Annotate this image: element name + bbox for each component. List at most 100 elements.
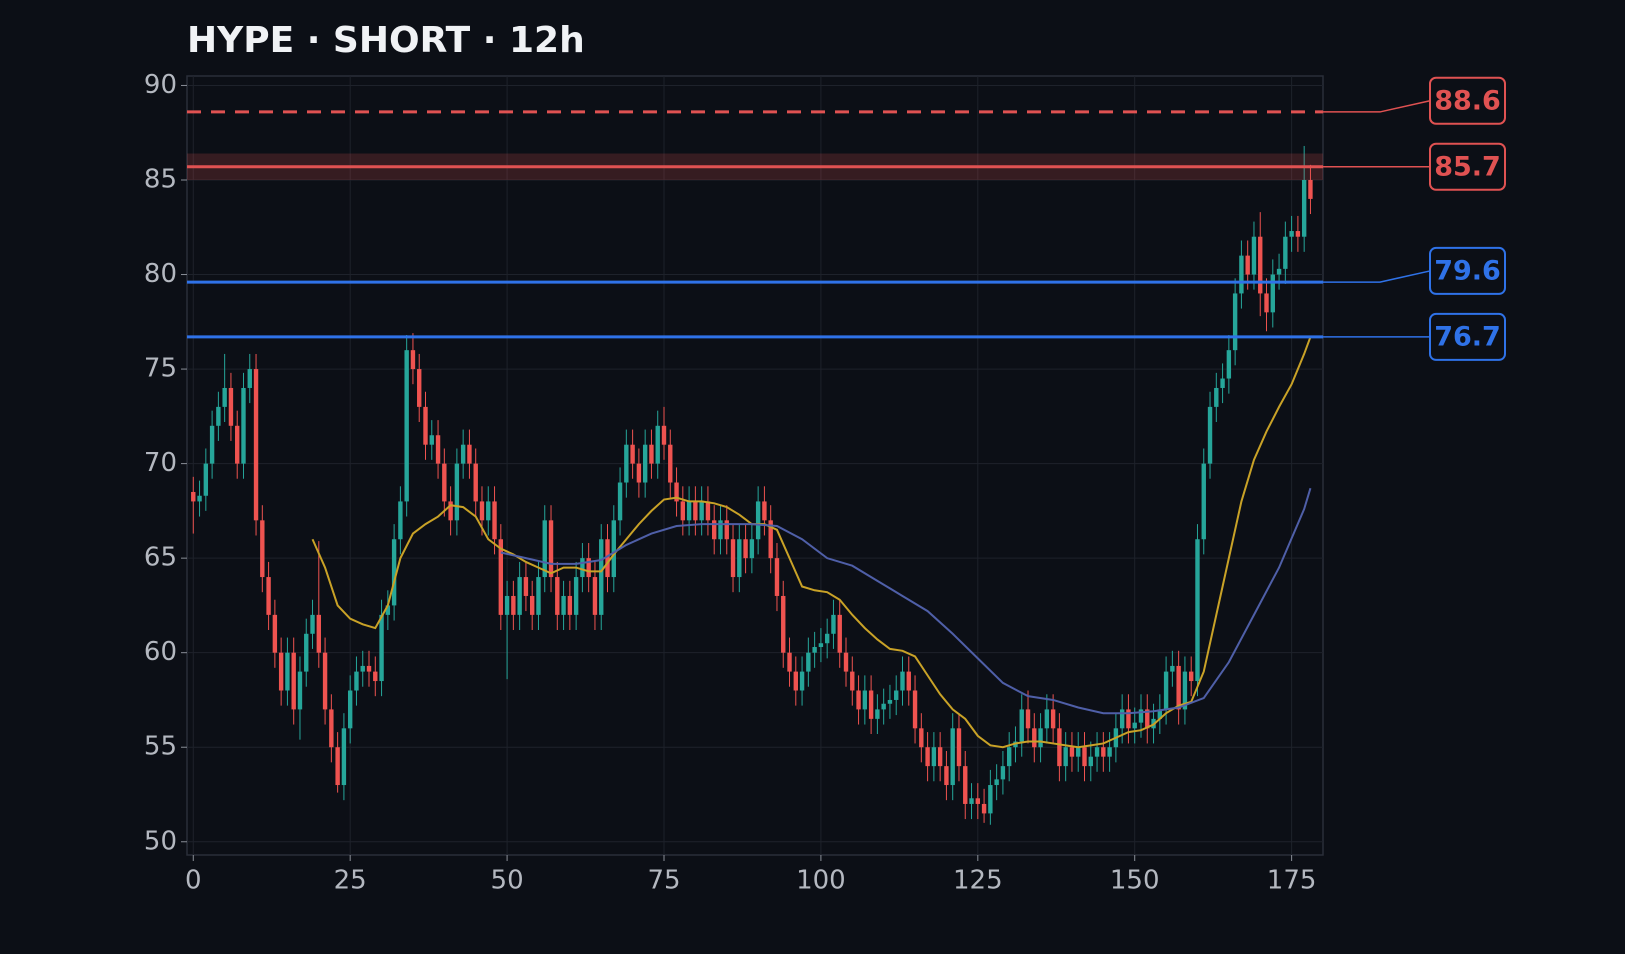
moving-average-line [500,487,1312,715]
candle-body [241,387,246,464]
candle-body [624,444,629,483]
candle-body [592,577,598,615]
candle-body [724,520,729,540]
level-label: 76.7 [1434,321,1501,352]
candle-body [272,614,278,653]
candle-body [354,671,359,691]
candle-body [517,577,522,615]
x-tick-label: 25 [334,866,367,896]
y-tick-label: 85 [144,164,177,194]
candle-body [862,690,868,710]
candle-body [398,501,403,540]
candle-body [561,595,566,615]
candle-body [335,747,340,786]
candle-body [467,444,472,464]
candle-body [1094,747,1100,757]
candle-body [1076,747,1081,757]
y-tick-label: 60 [144,637,177,667]
x-tick-label: 50 [491,866,524,896]
candle-body [749,539,755,559]
candle-body [410,350,416,370]
candle-body [1182,671,1188,710]
level-label: 88.6 [1434,85,1501,116]
candle-body [969,798,974,804]
candle-body [950,728,955,786]
candle-body [831,614,836,634]
candle-body [944,766,949,786]
candle-body [228,387,234,426]
level-label: 79.6 [1434,255,1501,286]
candle-body [266,577,271,615]
candle-body [1050,709,1056,729]
x-tick-label: 125 [953,866,1003,896]
candle-body [668,444,673,483]
candle-body [1145,709,1150,729]
candle-body [1289,231,1294,237]
candle-body [787,652,792,672]
candle-body [655,425,660,464]
candle-body [1088,756,1093,767]
candle-body [1207,406,1213,464]
candle-body [1239,255,1244,294]
candle-body [278,652,284,691]
y-tick-label: 70 [144,448,177,478]
level-label: 85.7 [1434,151,1501,182]
candle-body [630,444,635,464]
candle-body [310,614,315,634]
candle-body [806,652,811,672]
candle-body [297,671,303,710]
candle-body [774,558,780,596]
candle-body [674,482,679,502]
x-tick-label: 75 [647,866,680,896]
candle-body [937,747,943,767]
candle-body [1101,747,1106,757]
level-label-box [1429,312,1506,361]
candle-body [850,671,855,691]
candle-body [642,444,648,483]
candle-body [379,614,384,682]
candle-body [1189,671,1194,682]
candle-body [322,652,328,710]
candle-body [504,595,510,615]
candle-body [1044,709,1050,729]
candle-body [329,709,334,748]
candle-body [712,520,717,540]
candle-body [216,406,221,426]
candle-body [686,501,692,521]
candle-body [479,501,485,521]
candle-body [1251,236,1257,275]
candle-body [1214,387,1219,407]
candle-body [429,435,434,445]
candle-body [956,728,962,767]
y-tick-label: 50 [144,826,177,856]
candle-body [385,605,391,615]
candle-body [1119,709,1125,729]
candle-body [247,369,252,388]
candle-body [1163,671,1169,710]
candle-body [762,501,767,521]
candle-body [994,779,999,786]
candle-body [304,633,309,672]
candle-body [661,425,667,445]
candle-body [699,501,704,521]
candle-body [781,595,786,653]
candle-body [837,614,842,653]
candle-body [1069,747,1075,757]
candle-body [1258,236,1263,294]
candle-body [1057,728,1062,767]
level-label-box [1429,142,1506,191]
candle-body [341,728,347,786]
candle-body [743,539,748,559]
y-tick-label: 75 [144,354,177,384]
candle-body [235,425,240,464]
candle-body [737,539,742,578]
candle-body [1170,665,1175,672]
candle-body [1176,665,1181,710]
candle-body [442,463,447,502]
candle-body [856,690,861,710]
candle-body [1226,350,1232,379]
candle-body [793,671,798,691]
candle-body [1301,179,1307,237]
candle-body [1126,709,1131,729]
